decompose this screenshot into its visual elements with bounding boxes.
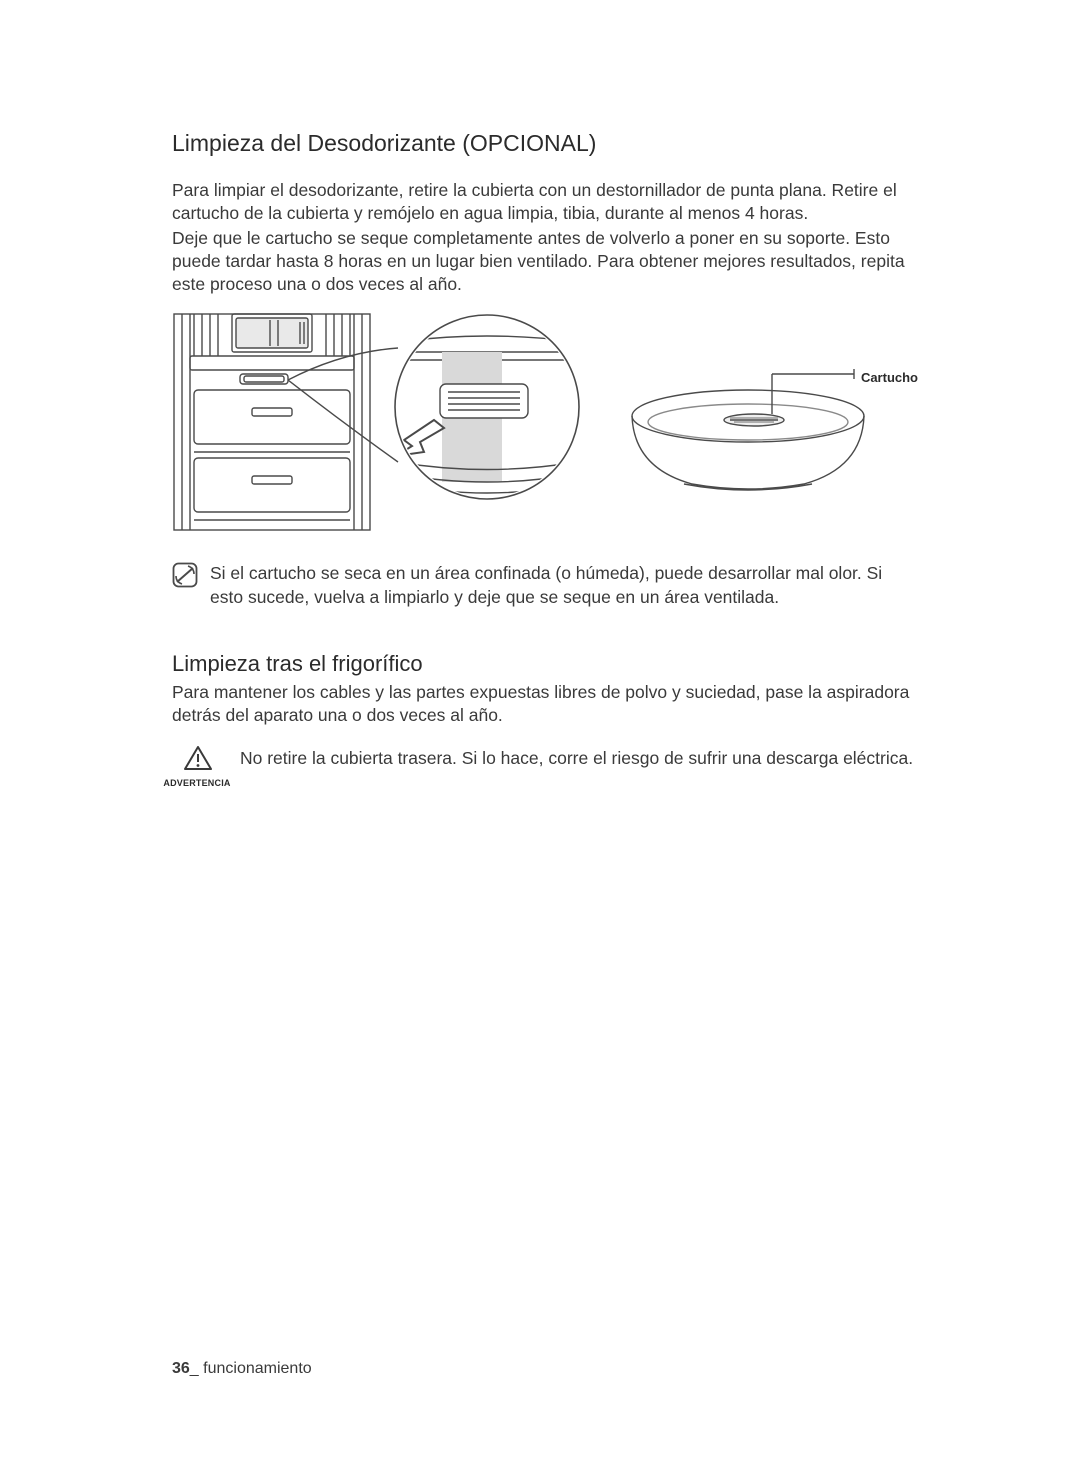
page-footer: 36_ funcionamiento xyxy=(172,1360,312,1378)
warning-text: No retire la cubierta trasera. Si lo hac… xyxy=(240,745,913,770)
diagram-label-cartucho: Cartucho xyxy=(861,370,918,385)
diagram-svg xyxy=(172,312,912,532)
paragraph: Para mantener los cables y las partes ex… xyxy=(172,681,916,727)
section-heading-behind-fridge: Limpieza tras el frigorífico xyxy=(172,651,916,677)
paragraph: Para limpiar el desodorizante, retire la… xyxy=(172,179,916,225)
note-block: Si el cartucho se seca en un área confin… xyxy=(172,562,916,608)
note-icon xyxy=(172,562,200,593)
warning-label: ADVERTENCIA xyxy=(163,778,230,788)
footer-section-label: _ funcionamiento xyxy=(190,1360,312,1377)
warning-block: ADVERTENCIA No retire la cubierta traser… xyxy=(172,745,916,788)
section-heading-deodorizer: Limpieza del Desodorizante (OPCIONAL) xyxy=(172,130,916,157)
paragraph: Deje que le cartucho se seque completame… xyxy=(172,227,916,296)
deodorizer-diagram: Cartucho xyxy=(172,312,912,532)
warning-icon xyxy=(183,745,211,776)
manual-page: Limpieza del Desodorizante (OPCIONAL) Pa… xyxy=(0,0,1080,1478)
page-number: 36 xyxy=(172,1360,190,1377)
note-text: Si el cartucho se seca en un área confin… xyxy=(210,562,916,608)
